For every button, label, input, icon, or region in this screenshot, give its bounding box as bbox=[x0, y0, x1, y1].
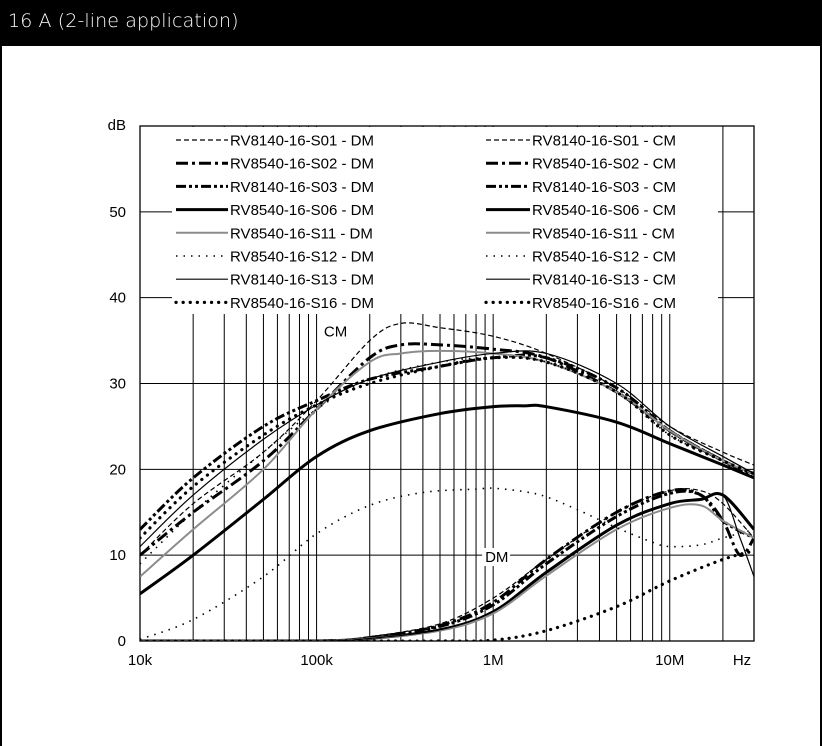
series-line-7 bbox=[140, 549, 754, 641]
panel-border-left bbox=[0, 46, 2, 746]
legend-label: RV8140-16-S03 - DM bbox=[230, 179, 374, 196]
legend-label: RV8540-16-S06 - CM bbox=[532, 202, 676, 219]
legend-label: RV8540-16-S12 - DM bbox=[230, 249, 374, 266]
legend-label: RV8540-16-S02 - DM bbox=[230, 156, 374, 173]
y-tick-label: 50 bbox=[109, 204, 126, 221]
legend-label: RV8540-16-S06 - DM bbox=[230, 202, 374, 219]
legend: RV8140-16-S01 - DM RV8540-16-S02 - DM RV81… bbox=[172, 127, 718, 314]
series-line-2 bbox=[140, 489, 754, 641]
x-tick-label: 100k bbox=[300, 652, 333, 669]
legend-label: RV8540-16-S11 - DM bbox=[230, 225, 373, 242]
series-line-11 bbox=[140, 403, 754, 596]
legend-label: RV8140-16-S01 - CM bbox=[532, 133, 676, 150]
series-line-1 bbox=[140, 488, 754, 641]
series-lines bbox=[140, 322, 754, 641]
y-axis-label: dB bbox=[108, 117, 126, 134]
series-line-12 bbox=[140, 349, 754, 578]
y-tick-label: 30 bbox=[109, 376, 126, 393]
series-line-15 bbox=[140, 355, 754, 540]
annotation-background bbox=[482, 548, 511, 567]
x-axis-label: Hz bbox=[733, 652, 751, 669]
annotation-cm: CM bbox=[324, 323, 347, 340]
legend-label: RV8140-16-S01 - DM bbox=[230, 133, 374, 150]
legend-label: RV8540-16-S12 - CM bbox=[532, 249, 676, 266]
annotation-dm: DM bbox=[485, 549, 508, 566]
x-tick-label: 10M bbox=[655, 652, 684, 669]
legend-label: RV8540-16-S11 - CM bbox=[532, 225, 675, 242]
y-tick-label: 0 bbox=[118, 633, 126, 650]
y-tick-label: 10 bbox=[109, 547, 126, 564]
legend-label: RV8540-16-S16 - DM bbox=[230, 295, 374, 312]
legend-label: RV8140-16-S13 - DM bbox=[230, 272, 374, 289]
series-line-6 bbox=[140, 492, 754, 641]
panel-title: 16 A (2-line application) bbox=[8, 10, 239, 32]
panel-border-right bbox=[820, 46, 822, 746]
legend-label: RV8140-16-S13 - CM bbox=[532, 272, 676, 289]
x-tick-label: 10k bbox=[128, 652, 153, 669]
legend-label: RV8540-16-S16 - CM bbox=[532, 295, 676, 312]
panel-header: 16 A (2-line application) bbox=[0, 0, 822, 46]
x-tick-label: 1M bbox=[483, 652, 504, 669]
y-tick-label: 20 bbox=[109, 461, 126, 478]
legend-label: RV8140-16-S03 - CM bbox=[532, 179, 676, 196]
y-tick-label: 40 bbox=[109, 290, 126, 307]
legend-label: RV8540-16-S02 - CM bbox=[532, 156, 676, 173]
annotation-background bbox=[320, 322, 349, 341]
series-line-14 bbox=[140, 350, 754, 548]
legend-background bbox=[172, 127, 718, 314]
